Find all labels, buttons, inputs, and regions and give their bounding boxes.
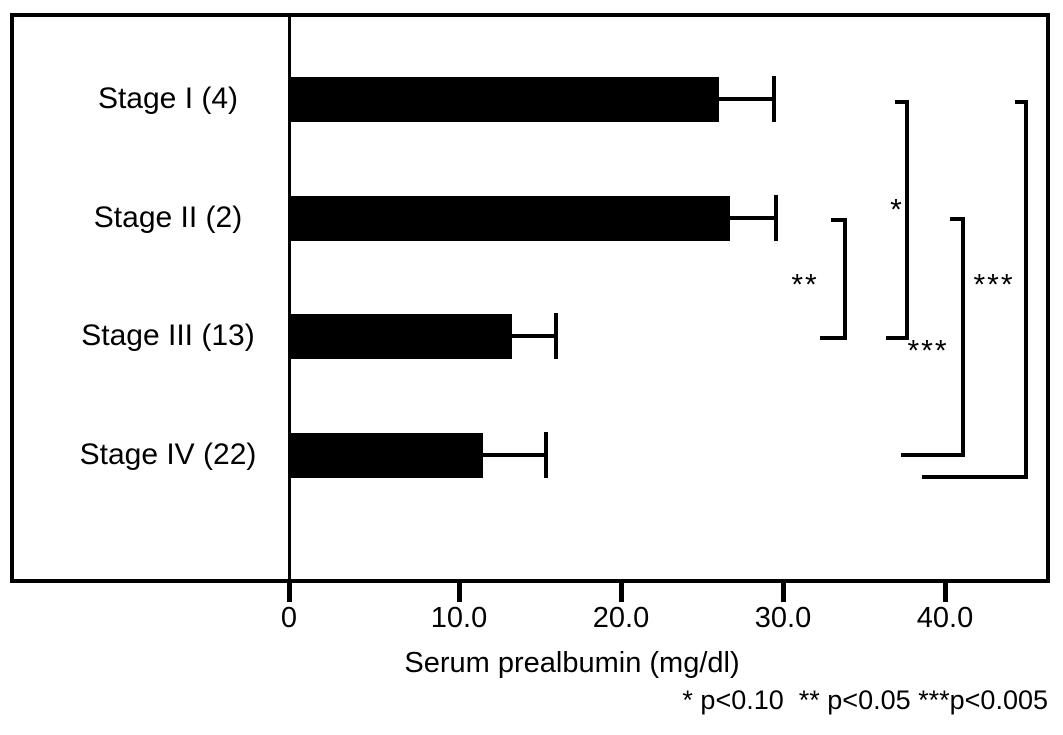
x-axis-tick-label-1: 10.0: [430, 602, 488, 634]
x-axis-tick-label-0: 0: [280, 602, 298, 634]
bar-2: [289, 195, 730, 241]
bar-1: [289, 76, 719, 122]
x-axis-tick-1: [457, 583, 462, 602]
significance-label-4: ***: [973, 268, 1015, 302]
bar-4: [289, 432, 483, 478]
bracket-1-top-arm: [831, 218, 847, 222]
bracket-4-top-arm: [1015, 100, 1028, 104]
bar-3: [289, 313, 512, 359]
bracket-3-vertical: [961, 217, 965, 457]
significance-label-1: **: [791, 268, 819, 302]
error-bar-cap-4: [544, 432, 548, 478]
error-bar-cap-3: [554, 313, 558, 359]
x-axis-tick-label-2: 20.0: [592, 602, 650, 634]
error-bar-line-3: [512, 334, 556, 338]
category-label-1: Stage I (4): [97, 82, 239, 115]
bracket-2-top-arm: [895, 100, 909, 104]
error-bar-cap-1: [772, 76, 776, 122]
bracket-3-top-arm: [950, 217, 965, 221]
x-axis-tick-3: [781, 583, 786, 602]
error-bar-cap-2: [774, 195, 778, 241]
error-bar-line-1: [719, 97, 775, 101]
error-bar-line-2: [730, 216, 776, 220]
bracket-1-bottom-arm: [820, 336, 847, 340]
category-label-3: Stage III (13): [81, 319, 255, 352]
x-axis-tick-label-3: 30.0: [754, 602, 812, 634]
significance-footnote: * p<0.10 ** p<0.05 ***p<0.005: [682, 685, 1048, 715]
category-label-2: Stage II (2): [93, 201, 243, 234]
x-axis-tick-4: [943, 583, 948, 602]
significance-label-3: ***: [907, 334, 949, 368]
bracket-2-bottom-arm: [886, 336, 909, 340]
bracket-3-bottom-arm: [901, 453, 965, 457]
bracket-4-bottom-arm: [922, 475, 1028, 479]
category-label-4: Stage IV (22): [79, 438, 257, 471]
x-axis-tick-0: [287, 583, 292, 602]
x-axis-title: Serum prealbumin (mg/dl): [404, 647, 740, 679]
bracket-2-vertical: [905, 100, 909, 340]
bracket-4-vertical: [1024, 100, 1028, 479]
bracket-1-vertical: [843, 218, 847, 340]
x-axis-tick-2: [619, 583, 624, 602]
significance-label-2: *: [890, 193, 904, 227]
zero-axis-line: [288, 13, 291, 583]
x-axis-tick-label-4: 40.0: [916, 602, 974, 634]
error-bar-line-4: [483, 453, 547, 457]
